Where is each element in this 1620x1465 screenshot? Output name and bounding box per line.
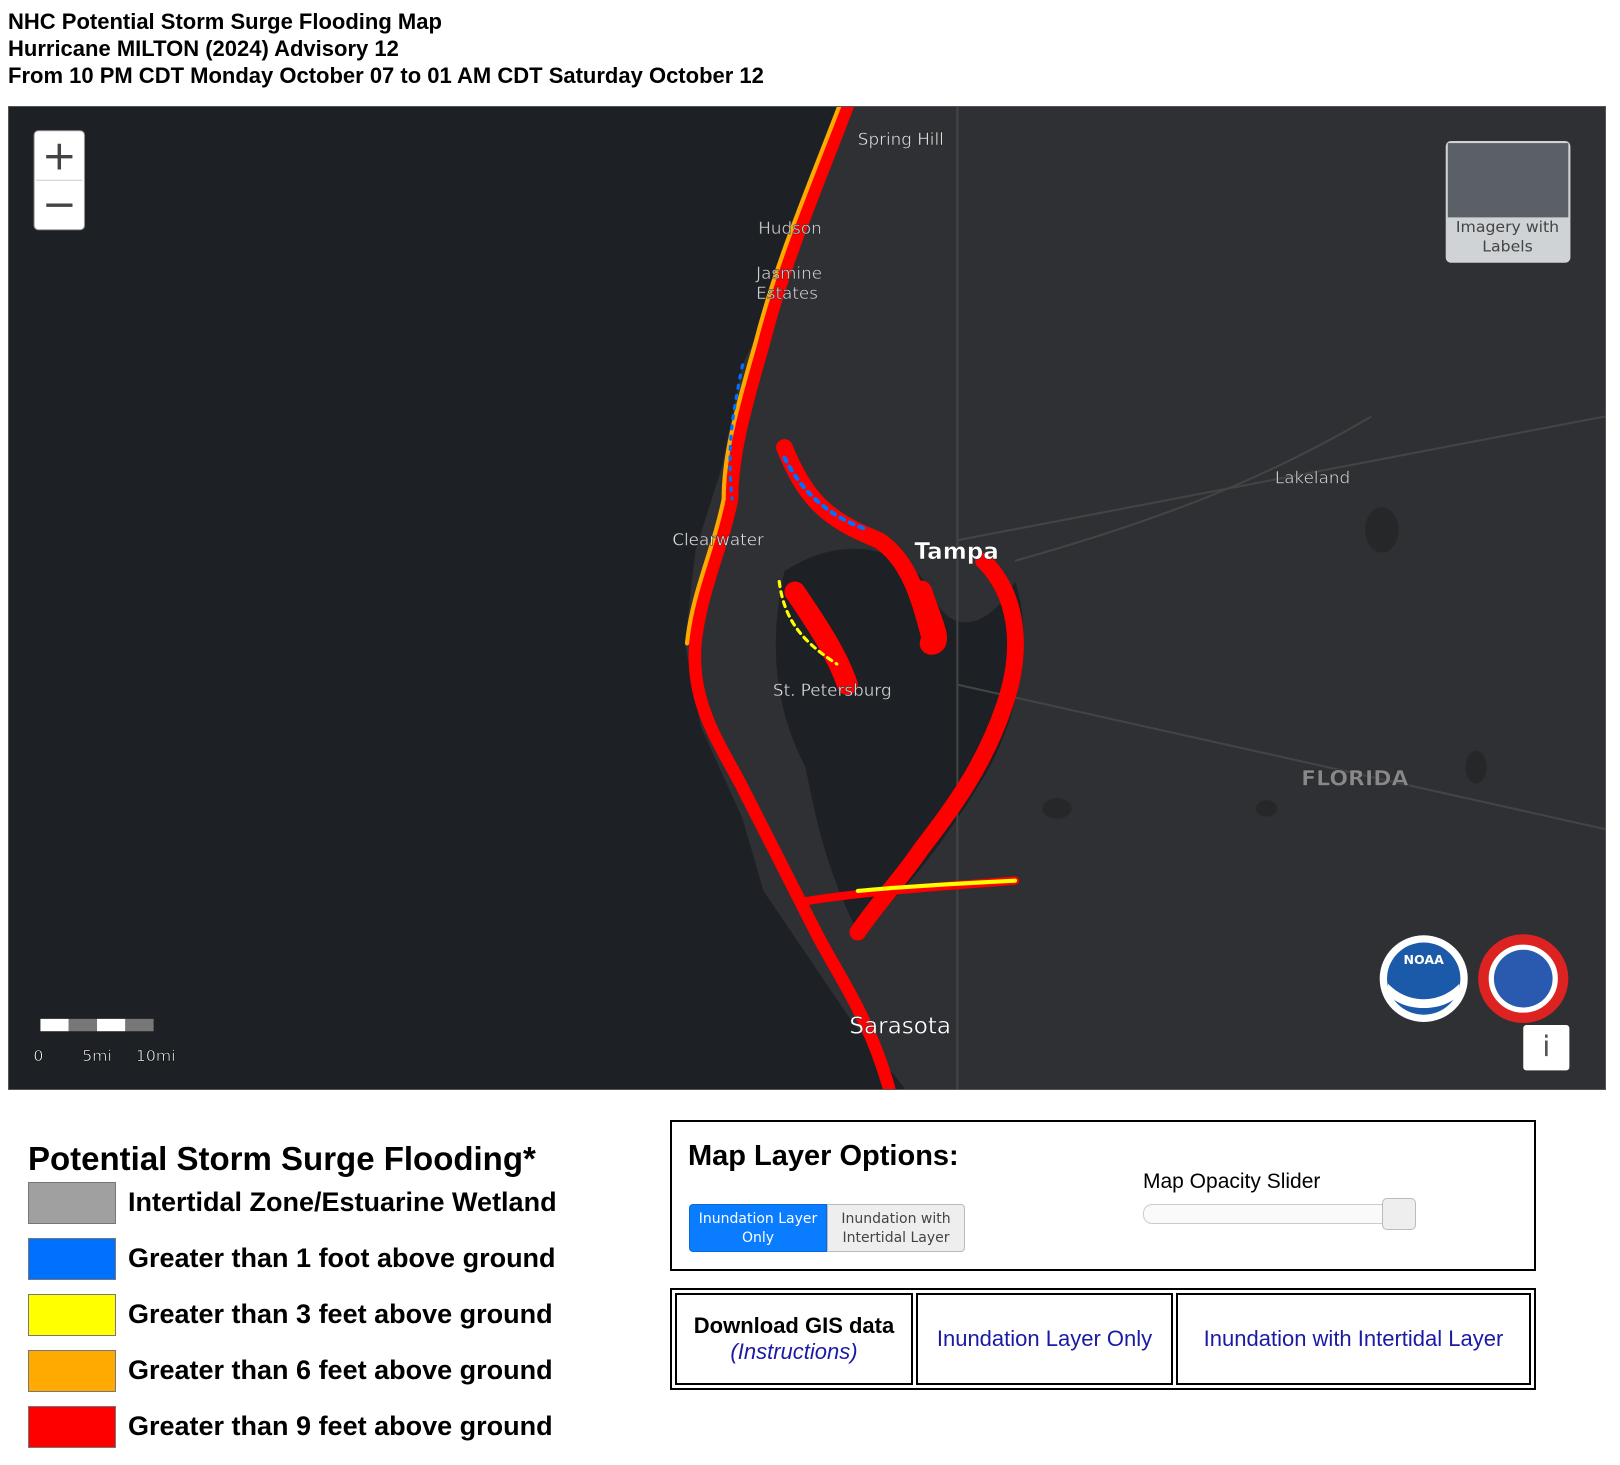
download-cell: Download GIS data (Instructions) [675, 1293, 913, 1385]
instructions-link[interactable]: (Instructions) [730, 1339, 858, 1364]
download-link[interactable]: Inundation Layer Only [916, 1293, 1173, 1385]
button-line: Inundation Layer [698, 1211, 818, 1227]
header-line: NHC Potential Storm Surge Flooding Map [8, 9, 442, 34]
zoom-out[interactable]: − [42, 179, 77, 228]
info-button[interactable]: i [1523, 1025, 1570, 1071]
scale-segment [97, 1018, 126, 1032]
info-box [1523, 1025, 1570, 1071]
legend-label: Intertidal Zone/Estuarine Wetland [128, 1187, 557, 1217]
legend-swatch [28, 1350, 116, 1392]
scale-segment [125, 1018, 154, 1032]
button-line: Intertidal Layer [842, 1230, 950, 1246]
scale-segment [68, 1018, 98, 1032]
place-label: Tampa [914, 539, 998, 565]
legend-title: Potential Storm Surge Flooding* [28, 1140, 536, 1177]
zoom-control: + − [33, 130, 85, 231]
header-line: Hurricane MILTON (2024) Advisory 12 [8, 36, 399, 61]
basemap-label: Imagery with [1456, 218, 1559, 236]
legend-swatch [28, 1294, 116, 1336]
logo-band [1478, 934, 1569, 1023]
header: NHC Potential Storm Surge Flooding Map H… [8, 8, 764, 89]
button-line: Inundation with [841, 1211, 951, 1227]
logo-text: NATIONAL WEATHER SERVICE [1485, 1026, 1562, 1032]
legend-label: Greater than 9 feet above ground [128, 1411, 553, 1441]
legend-swatch [28, 1406, 116, 1448]
info-label: i [1542, 1029, 1550, 1063]
scale-segment [40, 1018, 69, 1032]
legend-swatch [28, 1182, 116, 1224]
place-label: Lakeland [1275, 469, 1350, 488]
logo-wave [1388, 983, 1460, 1009]
download-link[interactable]: Inundation with Intertidal Layer [1176, 1293, 1531, 1385]
legend-label: Greater than 3 feet above ground [128, 1299, 553, 1329]
header-line: From 10 PM CDT Monday October 07 to 01 A… [8, 63, 764, 88]
legend-swatch [28, 1238, 116, 1280]
basemap-thumbnail [1447, 143, 1569, 218]
download-table: Download GIS data (Instructions) Inundat… [670, 1288, 1536, 1390]
layer-button[interactable]: Inundation with Intertidal Layer [827, 1204, 965, 1252]
surge-flooding [684, 107, 1024, 1089]
basemap-toggle[interactable]: Imagery with Labels [1445, 141, 1571, 263]
place-label: Hudson [758, 219, 821, 238]
zoom-in[interactable]: + [42, 131, 77, 180]
place-label: Jasmine [755, 264, 822, 283]
basemap-label: Labels [1482, 238, 1533, 256]
place-label: FLORIDA [1301, 767, 1408, 792]
scale-bar: 0 5mi 10mi [33, 1018, 176, 1065]
scale-label: 0 [33, 1047, 43, 1065]
place-label: Spring Hill [858, 130, 944, 149]
place-label: Estates [756, 284, 818, 303]
layer-button[interactable]: Inundation Layer Only [689, 1204, 827, 1252]
slider-label: Map Opacity Slider [1143, 1170, 1321, 1193]
legend-label: Greater than 1 foot above ground [128, 1243, 556, 1273]
legend-label: Greater than 6 feet above ground [128, 1355, 553, 1385]
download-heading: Download GIS data [693, 1313, 895, 1338]
noaa-logo: NOAA [1379, 935, 1468, 1022]
slider-track [1143, 1204, 1413, 1224]
roads [956, 107, 1605, 1089]
scale-label: 10mi [136, 1047, 176, 1065]
options-title: Map Layer Options: [688, 1140, 959, 1172]
place-label: Clearwater [672, 531, 764, 550]
nws-logo: NATIONAL WEATHER SERVICE [1478, 934, 1569, 1032]
logo-text: NOAA [1404, 952, 1445, 967]
logo-disc [1493, 949, 1553, 1008]
scale-label: 5mi [82, 1047, 112, 1065]
slider-handle[interactable] [1382, 1198, 1416, 1230]
terrain [1042, 507, 1487, 819]
place-label: St. Petersburg [773, 681, 892, 700]
layer-options: Map Layer Options: Inundation Layer Only… [670, 1120, 1536, 1271]
button-line: Only [741, 1230, 775, 1246]
place-label: Sarasota [849, 1013, 951, 1039]
